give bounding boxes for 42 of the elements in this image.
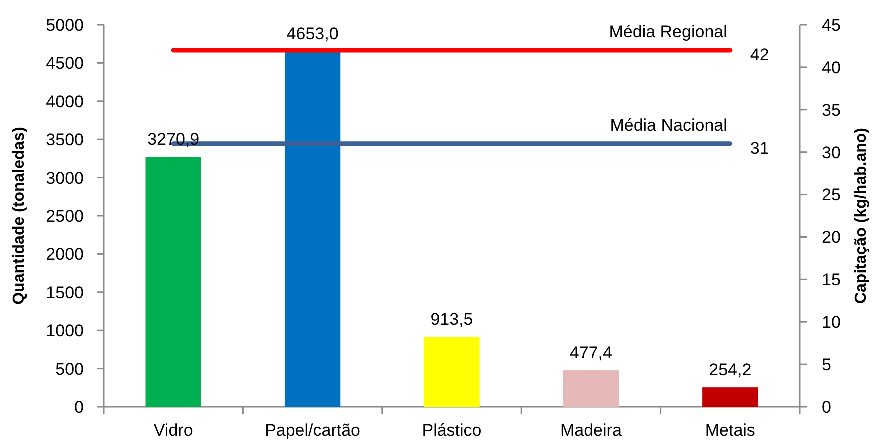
data-label: 31 xyxy=(750,138,770,158)
bar xyxy=(424,337,480,407)
y2-tick-label: 35 xyxy=(822,100,841,120)
y2-tick-label: 5 xyxy=(822,356,832,375)
y-tick-label: 2000 xyxy=(46,245,84,264)
y-tick-label: 5000 xyxy=(46,16,84,35)
y-tick-label: 1500 xyxy=(46,283,84,302)
y-tick-label: 4500 xyxy=(46,54,84,74)
y-tick-label: 2500 xyxy=(46,206,84,226)
y-axis-title: Quantidade (tonaledas) xyxy=(11,127,28,305)
x-tick-label: Plástico xyxy=(422,421,482,440)
y2-tick-label: 15 xyxy=(822,270,841,290)
data-label: 3270,9 xyxy=(148,130,200,150)
y-tick-label: 0 xyxy=(74,398,84,417)
bar xyxy=(563,370,620,407)
y-tick-label: 1000 xyxy=(46,322,84,341)
x-tick-label: Metais xyxy=(705,421,756,440)
y2-tick-label: 25 xyxy=(822,186,841,205)
bar xyxy=(284,52,341,407)
x-tick-label: Madeira xyxy=(560,421,622,440)
series-label: Média Nacional xyxy=(610,116,728,135)
x-tick-label: Vidro xyxy=(154,421,194,440)
data-label: 254,2 xyxy=(709,360,752,380)
y2-tick-label: 20 xyxy=(822,228,841,248)
series-label: Média Regional xyxy=(609,22,728,42)
y2-axis-title: Capitação (kg/hab.ano) xyxy=(853,128,870,304)
data-label: 4653,0 xyxy=(286,24,339,44)
bar xyxy=(702,388,758,407)
y-tick-label: 4000 xyxy=(46,92,84,112)
data-label: 913,5 xyxy=(430,310,474,330)
y-tick-label: 3000 xyxy=(46,168,84,188)
x-tick-label: Papel/cartão xyxy=(265,421,361,440)
y2-tick-label: 10 xyxy=(822,313,841,332)
data-label: 477,4 xyxy=(570,344,612,363)
data-label: 42 xyxy=(750,45,770,64)
y2-tick-label: 30 xyxy=(822,143,841,162)
y2-tick-label: 45 xyxy=(822,16,841,35)
y2-tick-label: 0 xyxy=(822,398,832,417)
y-tick-label: 3500 xyxy=(46,130,84,150)
y-tick-label: 500 xyxy=(56,360,84,379)
bar xyxy=(146,157,202,407)
y2-tick-label: 40 xyxy=(822,58,841,78)
